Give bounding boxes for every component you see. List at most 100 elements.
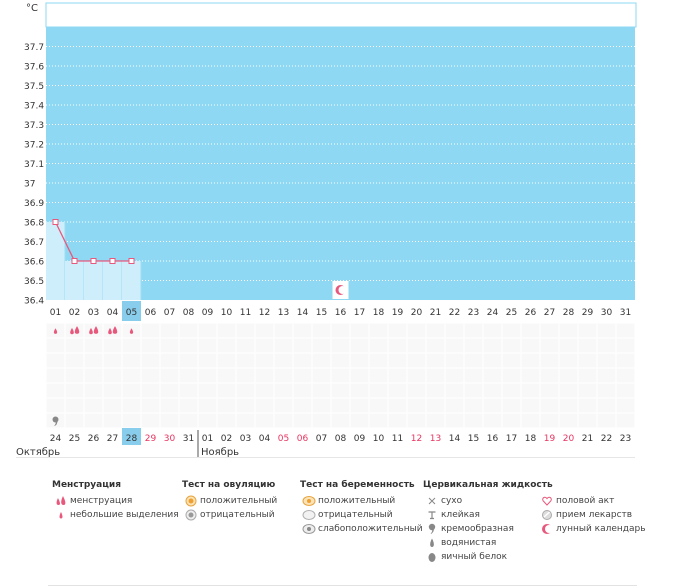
y-tick-label: 37.2	[24, 141, 44, 151]
month-label: Ноябрь	[201, 447, 239, 458]
legend-item: отрицательный	[300, 508, 423, 522]
calendar-date-label: 20	[563, 434, 575, 444]
cycle-day-label: 15	[316, 308, 327, 318]
y-tick-label: 36.7	[24, 238, 44, 248]
calendar-date-label: 09	[354, 434, 366, 444]
legend-title: Цервикальная жидкость	[423, 480, 553, 490]
cycle-day-label: 20	[411, 308, 423, 318]
positive-ovulation-icon	[182, 494, 200, 508]
negative-ovulation-icon	[182, 508, 200, 522]
cycle-day-label: 22	[449, 308, 460, 318]
calendar-date-label: 29	[145, 434, 157, 444]
cycle-day-label: 26	[525, 308, 537, 318]
cycle-day-label: 03	[88, 308, 99, 318]
cycle-day-label: 11	[240, 308, 251, 318]
calendar-date-label: 22	[601, 434, 612, 444]
calendar-date-label: 30	[164, 434, 176, 444]
creamy-icon-tail	[54, 420, 58, 426]
dry-cross-icon	[423, 494, 441, 508]
legend-ovulation: Тест на овуляцию положительный отрицател…	[182, 480, 277, 522]
y-tick-label: 36.4	[24, 297, 44, 307]
today-highlight	[122, 428, 141, 445]
legend-item-label: слабоположительный	[318, 524, 423, 534]
egg-white-icon	[423, 550, 441, 564]
menstruation-drop-icon	[93, 326, 99, 334]
legend-item-label: отрицательный	[200, 510, 275, 520]
cycle-day-label: 02	[69, 308, 80, 318]
creamy-icon	[423, 522, 441, 536]
calendar-date-label: 02	[221, 434, 232, 444]
legend-item-label: водянистая	[441, 538, 497, 548]
calendar-date-label: 28	[126, 434, 138, 444]
temperature-point	[52, 219, 59, 225]
legend-item-label: положительный	[318, 496, 396, 506]
legend-item: прием лекарств	[538, 508, 646, 522]
cycle-day-label: 31	[620, 308, 631, 318]
legend-item-label: клейкая	[441, 510, 480, 520]
cycle-day-label: 29	[582, 308, 594, 318]
temperature-point	[71, 258, 78, 264]
calendar-date-label: 31	[183, 434, 194, 444]
legend-item-label: отрицательный	[318, 510, 393, 520]
calendar-date-label: 11	[392, 434, 403, 444]
calendar-date-label: 17	[506, 434, 517, 444]
calendar-date-label: 24	[50, 434, 62, 444]
y-tick-label: 36.6	[24, 258, 44, 268]
calendar-date-label: 10	[373, 434, 385, 444]
legend-item: водянистая	[423, 536, 553, 550]
recorded-day-fill	[65, 261, 84, 300]
calendar-date-label: 25	[69, 434, 80, 444]
legend-item: лунный календарь	[538, 522, 646, 536]
y-tick-label: 37.5	[24, 82, 44, 92]
creamy-icon	[52, 416, 59, 423]
calendar-date-label: 05	[278, 434, 289, 444]
bottom-divider	[48, 585, 637, 586]
y-tick-label: 37	[24, 180, 35, 190]
symptom-grid	[46, 323, 635, 428]
sticky-t-icon	[423, 508, 441, 522]
temperature-point	[128, 258, 135, 264]
y-tick-label: 36.9	[24, 199, 44, 209]
cycle-day-label: 23	[468, 308, 479, 318]
legend-item: отрицательный	[182, 508, 277, 522]
moon-icon-cutout	[338, 286, 347, 294]
calendar-date-label: 21	[582, 434, 593, 444]
recorded-day-fill	[122, 261, 141, 300]
calendar-date-label: 16	[487, 434, 499, 444]
cycle-day-label: 18	[373, 308, 385, 318]
legend-item: положительный	[300, 494, 423, 508]
legend-item-label: кремообразная	[441, 524, 514, 534]
menstruation-drop-icon	[74, 326, 80, 334]
legend-item-label: положительный	[200, 496, 278, 506]
calendar-date-label: 06	[297, 434, 309, 444]
cycle-day-label: 30	[601, 308, 613, 318]
y-tick-label: 36.5	[24, 277, 44, 287]
negative-pregnancy-icon	[300, 508, 318, 522]
current-day-highlight	[122, 301, 141, 321]
y-tick-label: 37.6	[24, 63, 44, 73]
legend-title: Тест на овуляцию	[182, 480, 276, 490]
y-tick-label: 36.8	[24, 219, 44, 229]
cycle-day-label: 28	[563, 308, 575, 318]
cycle-day-label: 19	[392, 308, 404, 318]
menstruation-drop-icon	[112, 326, 118, 334]
watery-drop-icon	[423, 536, 441, 550]
moon-icon	[538, 522, 556, 536]
y-tick-label: 37.3	[24, 121, 44, 131]
y-tick-label: 37.1	[24, 160, 44, 170]
legend-item-label: яичный белок	[441, 552, 508, 562]
weak-positive-pregnancy-icon	[300, 522, 318, 536]
cycle-day-label: 09	[202, 308, 214, 318]
cycle-day-label: 14	[297, 308, 309, 318]
menstruation-drops-icon	[52, 494, 70, 508]
recorded-day-fill	[103, 261, 122, 300]
recorded-day-fill	[46, 222, 65, 300]
calendar-date-label: 08	[335, 434, 347, 444]
menstruation-drop-icon	[70, 327, 74, 335]
legend-item: половой акт	[538, 494, 646, 508]
legend-menstruation: Менструация менструация небольшие выделе…	[52, 480, 179, 522]
month-label: Октябрь	[16, 447, 60, 458]
y-axis-unit: °C	[26, 3, 38, 14]
cycle-day-label: 12	[259, 308, 270, 318]
legend-item: положительный	[182, 494, 277, 508]
